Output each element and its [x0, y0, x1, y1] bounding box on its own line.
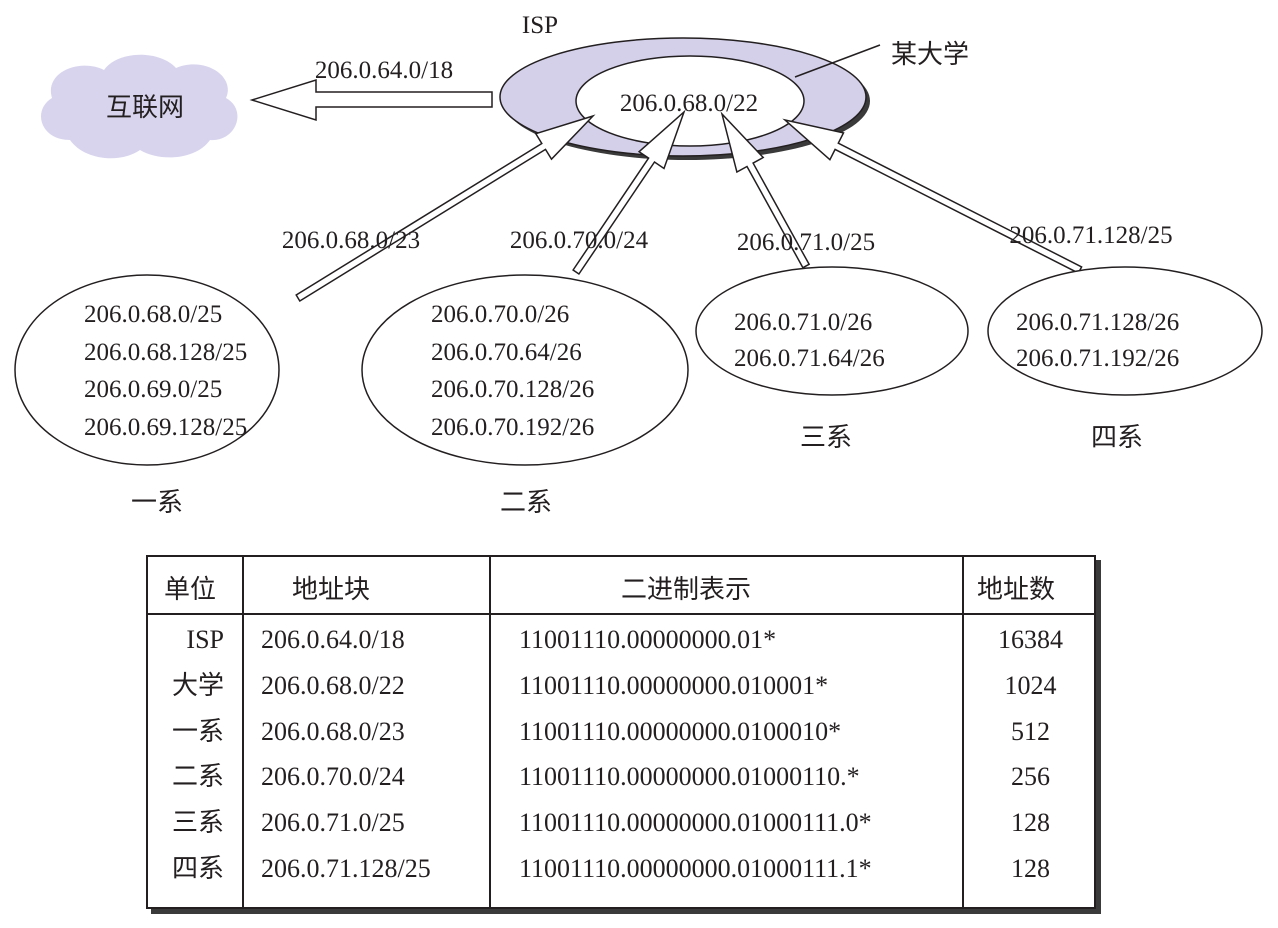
header-divider — [148, 613, 1094, 615]
dept3-ellipse — [695, 266, 969, 396]
isp-block-label: 206.0.64.0/18 — [315, 57, 453, 84]
cell-unit: 四系 — [171, 854, 224, 883]
cell-unit: 二系 — [171, 762, 224, 791]
dept2-ellipse — [361, 274, 689, 466]
university-callout-line — [794, 44, 881, 78]
dept1-ellipse — [14, 274, 280, 466]
cell-count: 512 — [1011, 717, 1050, 746]
dept1-subnet: 206.0.68.128/25 — [84, 339, 247, 366]
dept2-subnet: 206.0.70.0/26 — [431, 301, 569, 328]
internet-cloud — [40, 54, 238, 159]
dept1-link-block: 206.0.68.0/23 — [282, 227, 420, 254]
cell-binary: 11001110.00000000.01000111.0* — [519, 808, 872, 837]
dept3-link-block: 206.0.71.0/25 — [737, 229, 875, 256]
cell-count: 256 — [1011, 762, 1050, 791]
header-binary: 二进制表示 — [621, 575, 752, 604]
university-label: 某大学 — [891, 40, 969, 69]
cell-block: 206.0.68.0/23 — [261, 717, 405, 746]
cell-unit: 大学 — [171, 671, 224, 700]
cell-binary: 11001110.00000000.0100010* — [519, 717, 842, 746]
dept3-name: 三系 — [800, 423, 852, 452]
dept4-subnet: 206.0.71.192/26 — [1016, 345, 1179, 372]
cell-count: 128 — [1011, 808, 1050, 837]
header-block: 地址块 — [292, 575, 371, 604]
internet-label: 互联网 — [106, 93, 184, 122]
dept2-link-block: 206.0.70.0/24 — [510, 227, 649, 254]
dept1-subnet: 206.0.69.128/25 — [84, 414, 247, 441]
dept1-subnet: 206.0.68.0/25 — [84, 301, 222, 328]
dept2-subnet: 206.0.70.128/26 — [431, 376, 594, 403]
cell-binary: 11001110.00000000.01* — [519, 625, 777, 654]
dept4-link-block: 206.0.71.128/25 — [1009, 222, 1172, 249]
dept1-subnet: 206.0.69.0/25 — [84, 376, 222, 403]
table-frame: 单位 地址块 二进制表示 地址数 ISP 206.0.64.0/18 1100111… — [146, 555, 1096, 909]
cell-block: 206.0.70.0/24 — [261, 762, 405, 791]
cell-block: 206.0.68.0/22 — [261, 671, 405, 700]
header-unit: 单位 — [164, 575, 217, 604]
dept2-arrow — [572, 109, 686, 276]
dept3-subnet: 206.0.71.0/26 — [734, 309, 872, 336]
dept4-arrow — [782, 118, 1083, 275]
dept3-arrow — [720, 111, 811, 269]
column-divider — [242, 557, 244, 907]
cell-block: 206.0.71.0/25 — [261, 808, 405, 837]
header-count: 地址数 — [977, 575, 1056, 604]
cell-block: 206.0.71.128/25 — [261, 854, 431, 883]
cell-binary: 11001110.00000000.01000110.* — [519, 762, 860, 791]
column-divider — [489, 557, 491, 907]
university-ellipse — [575, 55, 805, 147]
university-block: 206.0.68.0/22 — [620, 90, 758, 117]
dept2-name: 二系 — [500, 488, 552, 517]
cell-block: 206.0.64.0/18 — [261, 625, 405, 654]
dept2-subnet: 206.0.70.64/26 — [431, 339, 582, 366]
dept4-ellipse — [987, 266, 1263, 396]
dept1-name: 一系 — [131, 488, 183, 517]
column-divider — [962, 557, 964, 907]
isp-to-internet-arrow — [249, 78, 493, 122]
cell-count: 1024 — [1004, 671, 1057, 700]
department-arrows — [295, 109, 1083, 303]
isp-label: ISP — [522, 12, 558, 39]
dept1-arrow — [295, 114, 596, 303]
dept4-subnet: 206.0.71.128/26 — [1016, 309, 1179, 336]
cell-unit: 三系 — [171, 808, 224, 837]
cell-unit: ISP — [186, 625, 224, 654]
cell-unit: 一系 — [171, 717, 224, 746]
cell-binary: 11001110.00000000.01000111.1* — [519, 854, 872, 883]
dept4-name: 四系 — [1091, 423, 1143, 452]
cell-count: 128 — [1011, 854, 1050, 883]
cell-binary: 11001110.00000000.010001* — [519, 671, 829, 700]
address-allocation-table: 单位 地址块 二进制表示 地址数 ISP 206.0.64.0/18 1100111… — [146, 555, 1101, 914]
cell-count: 16384 — [998, 625, 1063, 654]
address-aggregation-diagram: 互联网 206.0.64.0/18 ISP 206.0.68.0/22 某大学 … — [14, 12, 1263, 517]
dept2-subnet: 206.0.70.192/26 — [431, 414, 594, 441]
dept3-subnet: 206.0.71.64/26 — [734, 345, 885, 372]
